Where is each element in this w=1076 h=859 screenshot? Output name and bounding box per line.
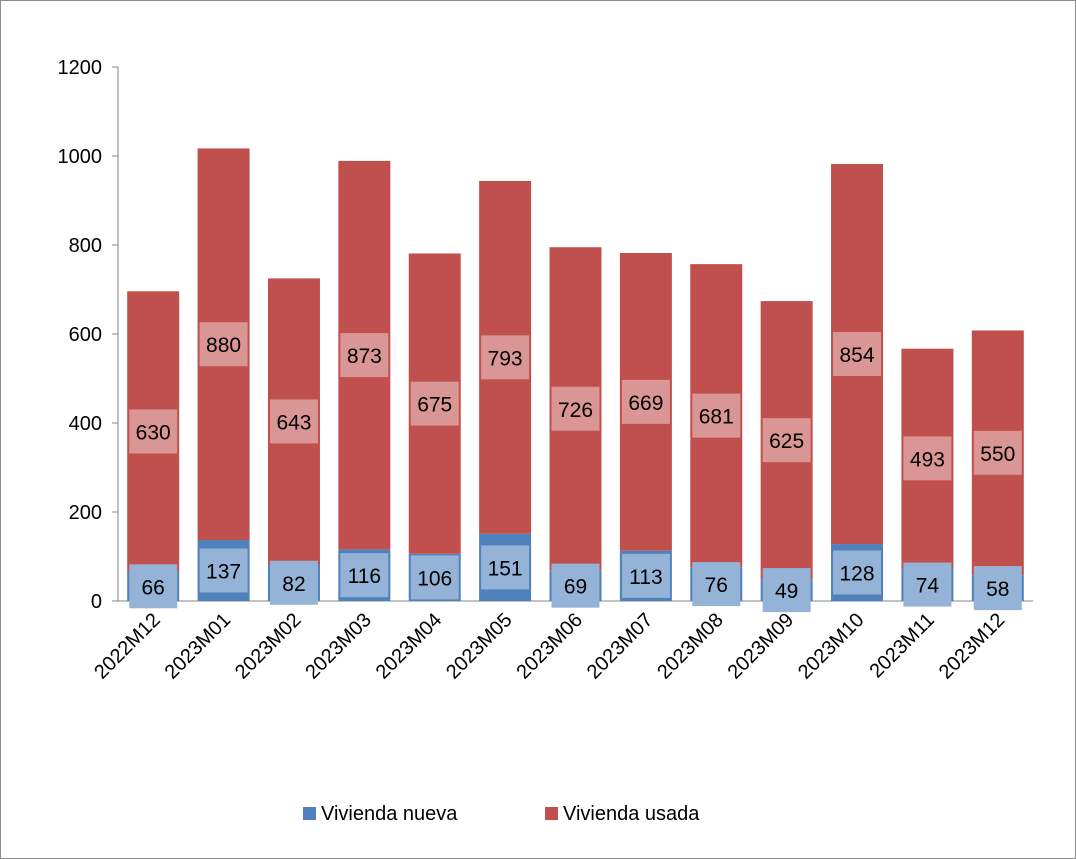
legend-label: Vivienda usada (563, 803, 700, 825)
data-label-box (833, 332, 882, 377)
data-label: 669 (628, 392, 663, 415)
data-label-box (481, 335, 530, 380)
data-label: 74 (916, 575, 940, 598)
data-label-box (129, 564, 178, 609)
data-label-box (199, 322, 248, 367)
data-label: 643 (276, 411, 311, 434)
data-label: 854 (840, 344, 875, 367)
x-tick-label: 2023M12 (935, 609, 1010, 684)
x-tick-label: 2023M10 (794, 609, 869, 684)
data-label: 66 (142, 576, 165, 599)
x-tick-label: 2023M01 (161, 609, 236, 684)
data-label-box (692, 562, 741, 607)
data-label-box (903, 562, 952, 607)
data-label: 493 (910, 448, 945, 471)
data-label-box (551, 386, 600, 431)
y-tick-label: 200 (69, 502, 102, 524)
y-tick-label: 1200 (58, 57, 103, 79)
legend-swatch (303, 807, 316, 820)
data-label-box (903, 436, 952, 481)
data-label: 550 (980, 443, 1015, 466)
bars: 66 630 137 880 82 643 116 873 106 675 151 793 69 726 1… (127, 148, 1024, 613)
data-label: 151 (488, 557, 523, 580)
data-label-box (199, 548, 248, 593)
x-tick-label: 2023M09 (724, 609, 799, 684)
x-axis-labels: 2022M122023M012023M022023M032023M042023M… (90, 609, 1009, 684)
data-label: 106 (417, 567, 452, 590)
data-label-box (269, 399, 318, 444)
x-tick-label: 2023M04 (372, 609, 447, 684)
y-tick-label: 0 (91, 591, 102, 613)
data-label-box (340, 333, 389, 378)
data-label: 116 (348, 565, 381, 588)
data-label: 873 (347, 345, 382, 368)
data-label-box (692, 393, 741, 438)
data-label-box (762, 418, 811, 463)
y-tick-label: 800 (69, 235, 102, 257)
x-tick-label: 2022M12 (90, 609, 165, 684)
data-label: 76 (705, 574, 728, 597)
x-tick-label: 2023M03 (301, 609, 376, 684)
legend-swatch (545, 807, 558, 820)
y-tick-label: 400 (69, 413, 102, 435)
data-label-box (973, 430, 1022, 475)
data-label: 630 (136, 421, 171, 444)
data-label: 128 (840, 563, 875, 586)
data-label-box (410, 555, 459, 600)
data-label: 625 (769, 430, 804, 453)
data-label-box (410, 381, 459, 426)
data-label: 726 (558, 399, 593, 422)
data-label: 58 (986, 578, 1009, 601)
legend: Vivienda nueva Vivienda usada (303, 803, 700, 825)
data-label: 675 (417, 394, 452, 417)
y-tick-label: 1000 (58, 146, 103, 168)
x-tick-label: 2023M08 (653, 609, 728, 684)
data-label-box (551, 563, 600, 608)
data-label-box (833, 550, 882, 595)
x-tick-label: 2023M05 (442, 609, 517, 684)
data-label-box (973, 566, 1022, 611)
data-label: 69 (564, 576, 587, 599)
data-label: 793 (488, 347, 523, 370)
data-label: 681 (699, 406, 734, 429)
data-label-box (340, 553, 389, 598)
data-label: 49 (775, 580, 798, 603)
data-label-box (269, 560, 318, 605)
legend-label: Vivienda nueva (321, 803, 458, 825)
data-label-box (621, 379, 670, 424)
data-label-box (481, 545, 530, 590)
y-tick-label: 600 (69, 324, 102, 346)
x-tick-label: 2023M07 (583, 609, 658, 684)
data-label-box (129, 409, 178, 454)
x-tick-label: 2023M11 (865, 609, 938, 682)
data-label: 113 (629, 566, 662, 589)
x-tick-label: 2023M02 (231, 609, 306, 684)
data-label-box (621, 553, 670, 598)
data-label: 880 (206, 334, 241, 357)
data-label: 82 (282, 573, 305, 596)
x-tick-label: 2023M06 (513, 609, 588, 684)
data-label: 137 (206, 561, 241, 584)
data-label-box (762, 568, 811, 613)
